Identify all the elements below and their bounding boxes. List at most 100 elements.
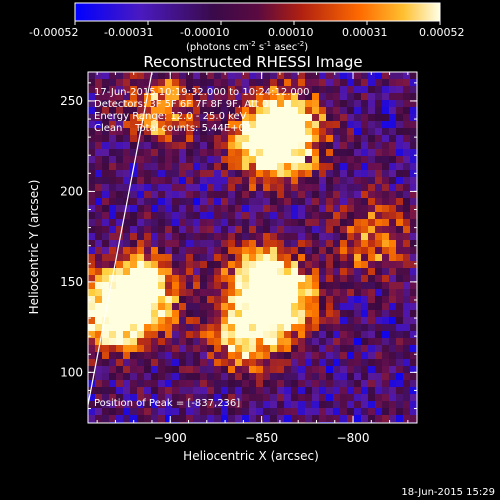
heatmap-cell bbox=[410, 289, 417, 296]
heatmap-cell bbox=[284, 170, 291, 177]
heatmap-cell bbox=[410, 317, 417, 324]
heatmap-cell bbox=[249, 219, 256, 226]
x-tick-label: −900 bbox=[154, 431, 187, 445]
heatmap-cell bbox=[151, 86, 158, 93]
heatmap-cell bbox=[298, 394, 305, 401]
heatmap-cell bbox=[340, 184, 347, 191]
heatmap-cell bbox=[375, 93, 382, 100]
heatmap-cell bbox=[347, 226, 354, 233]
heatmap-cell bbox=[123, 163, 130, 170]
heatmap-cell bbox=[319, 268, 326, 275]
heatmap-cell bbox=[333, 352, 340, 359]
heatmap-cell bbox=[116, 100, 123, 107]
heatmap-cell bbox=[389, 128, 396, 135]
heatmap-cell bbox=[354, 408, 361, 415]
heatmap-cell bbox=[326, 156, 333, 163]
heatmap-cell bbox=[186, 100, 193, 107]
heatmap-cell bbox=[319, 331, 326, 338]
heatmap-cell bbox=[270, 373, 277, 380]
heatmap-cell bbox=[130, 380, 137, 387]
heatmap-cell bbox=[347, 114, 354, 121]
heatmap-cell bbox=[214, 205, 221, 212]
heatmap-cell bbox=[284, 226, 291, 233]
heatmap-cell bbox=[123, 401, 130, 408]
heatmap-cell bbox=[340, 177, 347, 184]
heatmap-cell bbox=[193, 345, 200, 352]
heatmap-cell bbox=[123, 310, 130, 317]
heatmap-cell bbox=[123, 352, 130, 359]
heatmap-cell bbox=[193, 261, 200, 268]
heatmap-cell bbox=[340, 380, 347, 387]
heatmap-cell bbox=[284, 373, 291, 380]
heatmap-cell bbox=[270, 128, 277, 135]
heatmap-cell bbox=[291, 121, 298, 128]
heatmap-cell bbox=[312, 415, 319, 422]
heatmap-cell bbox=[312, 86, 319, 93]
heatmap-cell bbox=[396, 121, 403, 128]
heatmap-cell bbox=[109, 191, 116, 198]
heatmap-cell bbox=[179, 240, 186, 247]
heatmap-cell bbox=[270, 261, 277, 268]
heatmap-cell bbox=[95, 149, 102, 156]
heatmap-cell bbox=[179, 128, 186, 135]
heatmap-cell bbox=[312, 93, 319, 100]
heatmap-cell bbox=[228, 247, 235, 254]
heatmap-cell bbox=[361, 296, 368, 303]
heatmap-cell bbox=[305, 282, 312, 289]
heatmap-cell bbox=[214, 142, 221, 149]
heatmap-cell bbox=[95, 380, 102, 387]
heatmap-cell bbox=[361, 93, 368, 100]
heatmap-cell bbox=[95, 268, 102, 275]
heatmap-cell bbox=[165, 128, 172, 135]
heatmap-cell bbox=[389, 380, 396, 387]
heatmap-cell bbox=[396, 135, 403, 142]
heatmap-cell bbox=[389, 93, 396, 100]
heatmap-cell bbox=[410, 128, 417, 135]
heatmap-cell bbox=[291, 254, 298, 261]
heatmap-cell bbox=[368, 415, 375, 422]
heatmap-cell bbox=[221, 219, 228, 226]
heatmap-cell bbox=[221, 345, 228, 352]
heatmap-cell bbox=[151, 387, 158, 394]
heatmap-cell bbox=[347, 380, 354, 387]
heatmap-cell bbox=[172, 170, 179, 177]
heatmap-cell bbox=[305, 254, 312, 261]
heatmap-cell bbox=[368, 240, 375, 247]
heatmap-cell bbox=[179, 107, 186, 114]
heatmap-cell bbox=[165, 184, 172, 191]
heatmap-cell bbox=[130, 359, 137, 366]
heatmap-cell bbox=[403, 86, 410, 93]
heatmap-cell bbox=[375, 163, 382, 170]
heatmap-cell bbox=[165, 114, 172, 121]
heatmap-cell bbox=[207, 275, 214, 282]
heatmap-cell bbox=[312, 254, 319, 261]
heatmap-cell bbox=[410, 86, 417, 93]
heatmap-cell bbox=[277, 163, 284, 170]
heatmap-cell bbox=[179, 212, 186, 219]
heatmap-cell bbox=[270, 366, 277, 373]
heatmap-cell bbox=[263, 142, 270, 149]
heatmap-cell bbox=[410, 142, 417, 149]
heatmap-cell bbox=[368, 275, 375, 282]
heatmap-cell bbox=[242, 72, 249, 79]
heatmap-cell bbox=[207, 240, 214, 247]
heatmap-cell bbox=[207, 86, 214, 93]
heatmap-cell bbox=[200, 114, 207, 121]
heatmap-cell bbox=[403, 317, 410, 324]
heatmap-cell bbox=[235, 212, 242, 219]
heatmap-cell bbox=[88, 226, 95, 233]
heatmap-cell bbox=[144, 177, 151, 184]
heatmap-cell bbox=[291, 86, 298, 93]
heatmap-cell bbox=[221, 128, 228, 135]
heatmap-cell bbox=[368, 247, 375, 254]
heatmap-cell bbox=[109, 296, 116, 303]
heatmap-cell bbox=[368, 107, 375, 114]
heatmap-cell bbox=[165, 345, 172, 352]
heatmap-cell bbox=[389, 114, 396, 121]
heatmap-cell bbox=[200, 247, 207, 254]
heatmap-cell bbox=[305, 289, 312, 296]
heatmap-cell bbox=[172, 310, 179, 317]
heatmap-cell bbox=[319, 359, 326, 366]
heatmap-cell bbox=[256, 324, 263, 331]
heatmap-cell bbox=[326, 170, 333, 177]
